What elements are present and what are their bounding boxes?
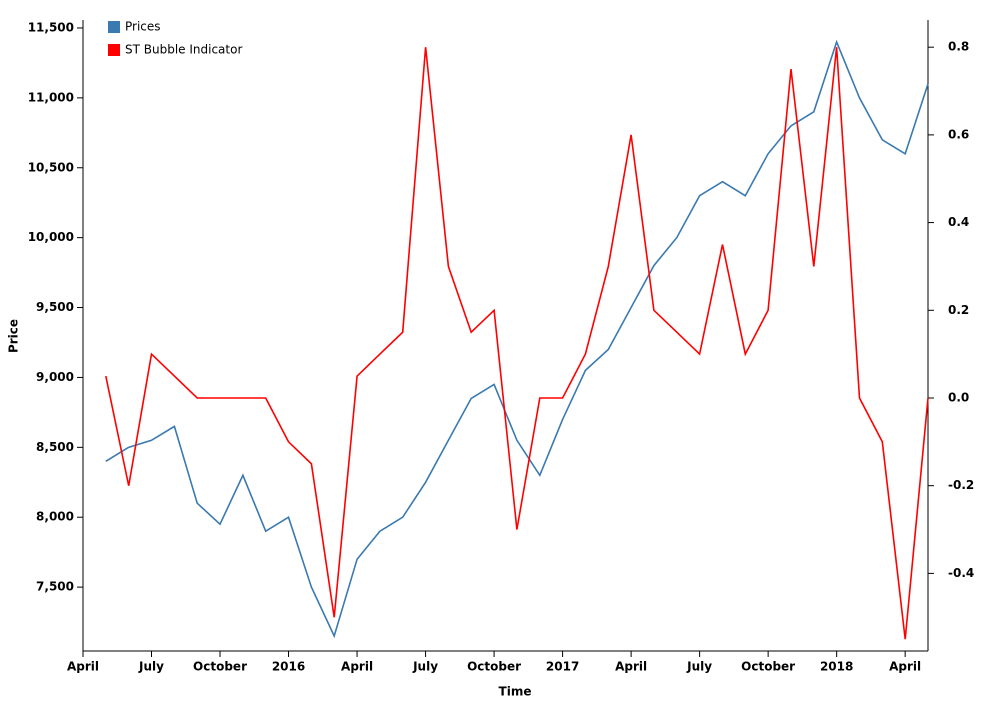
y-tick-label: 9,000 [36,370,74,384]
y2-tick-label: 0.2 [948,303,969,317]
x-tick-label: April [889,660,921,674]
x-tick-label: July [412,660,438,674]
x-tick-label: October [193,660,247,674]
x-tick-label: 2016 [272,660,305,674]
y-tick-label: 10,000 [28,230,74,244]
x-axis-title: Time [499,685,532,699]
y2-tick-label: 0.4 [948,215,969,229]
legend-swatch [108,21,120,33]
y-tick-label: 10,500 [28,160,74,174]
y-tick-label: 7,500 [36,580,74,594]
x-tick-label: October [741,660,795,674]
y-axis-title: Price [7,319,21,353]
y2-tick-label: 0.0 [948,390,969,404]
x-tick-label: 2017 [546,660,579,674]
legend-swatch [108,44,120,56]
x-tick-label: October [467,660,521,674]
y-tick-label: 8,000 [36,510,74,524]
series-line [105,39,929,639]
y2-tick-label: -0.2 [948,478,974,492]
legend-label: ST Bubble Indicator [125,43,242,57]
x-tick-label: April [341,660,373,674]
y2-tick-label: 0.6 [948,127,969,141]
y2-tick-label: 0.8 [948,40,969,54]
x-tick-label: April [615,660,647,674]
x-tick-label: July [686,660,712,674]
series-line [105,47,929,640]
y-tick-label: 11,500 [28,20,74,34]
x-tick-label: April [67,660,99,674]
legend-label: Prices [125,20,161,34]
y-tick-label: 9,500 [36,300,74,314]
y-tick-label: 11,000 [28,90,74,104]
y2-tick-label: -0.4 [948,566,974,580]
x-tick-label: 2018 [820,660,853,674]
y-tick-label: 8,500 [36,440,74,454]
x-tick-label: July [138,660,164,674]
